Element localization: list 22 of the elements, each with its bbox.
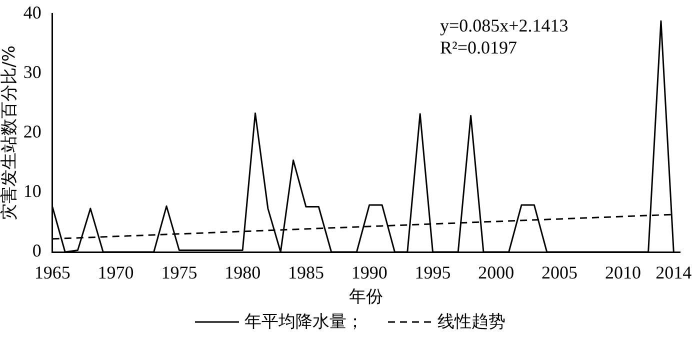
y-axis-title: 灾害发生站数百分比/% xyxy=(0,45,20,220)
x-tick-label: 1975 xyxy=(161,262,198,283)
x-tick-label: 1995 xyxy=(414,262,451,283)
x-tick-label: 1980 xyxy=(224,262,261,283)
x-tick-label: 1970 xyxy=(98,262,134,283)
x-tick-label: 1965 xyxy=(34,262,70,283)
x-tick-label: 2005 xyxy=(542,262,578,283)
x-tick-label: 2000 xyxy=(478,262,514,283)
legend-label: 线性趋势 xyxy=(438,311,506,333)
y-tick-label: 40 xyxy=(23,2,42,23)
y-tick-label: 10 xyxy=(23,181,42,202)
x-axis-title: 年份 xyxy=(349,287,384,308)
annotation: R²=0.0197 xyxy=(440,38,518,58)
annotation: y=0.085x+2.1413 xyxy=(440,16,568,36)
legend-label: 年平均降水量； xyxy=(244,311,364,333)
x-tick-label: 1985 xyxy=(288,262,324,283)
x-tick-label: 2010 xyxy=(604,262,641,283)
y-tick-label: 0 xyxy=(32,240,42,261)
x-tick-label: 2014 xyxy=(656,262,692,283)
x-tick-label: 1990 xyxy=(351,262,388,283)
y-tick-label: 30 xyxy=(23,62,42,82)
y-tick-label: 20 xyxy=(23,122,42,142)
